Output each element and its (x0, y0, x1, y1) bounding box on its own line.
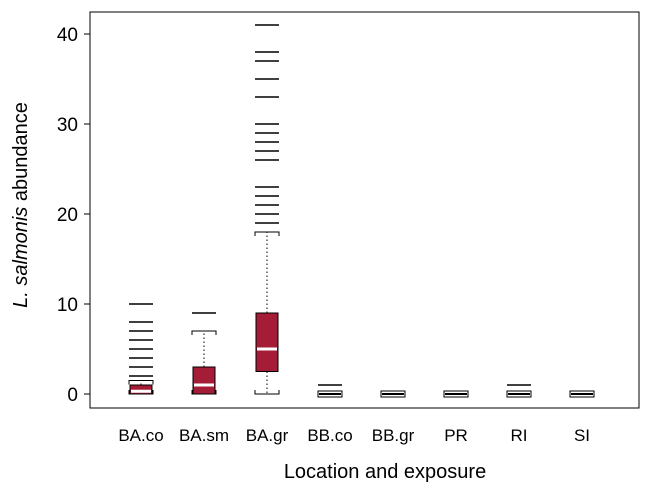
box-iqr (192, 366, 216, 395)
y-tick-label-10: 10 (57, 295, 78, 316)
y-axis-title-italic: L. salmonis (10, 207, 32, 308)
y-tick-label-30: 30 (57, 115, 78, 136)
x-tick-label-ri: RI (511, 426, 528, 445)
whisker-cap-upper (191, 330, 217, 335)
whisker-cap-lower (380, 393, 406, 398)
x-axis-title: Location and exposure (284, 461, 486, 483)
x-tick-label-si: SI (574, 426, 590, 445)
whisker-cap-lower (569, 393, 595, 398)
y-axis: 0 10 20 30 40 (57, 25, 90, 406)
whisker-cap-lower (254, 390, 280, 395)
box-bb-co (317, 384, 343, 398)
box-iqr (129, 384, 153, 395)
whisker-cap-lower (443, 393, 469, 398)
x-tick-label-ba-co: BA.co (118, 426, 163, 445)
whisker-cap-lower (317, 393, 343, 398)
whisker-cap-upper (128, 380, 154, 385)
y-axis-title: L. salmonis abundance (10, 102, 32, 308)
y-tick-label-40: 40 (57, 25, 78, 46)
x-tick-label-bb-gr: BB.gr (372, 426, 415, 445)
box-si (569, 390, 595, 398)
box-iqr (255, 312, 279, 372)
box-ba-co (128, 303, 154, 395)
y-tick-label-20: 20 (57, 205, 78, 226)
boxes-layer (128, 24, 595, 398)
box-pr (443, 390, 469, 398)
box-bb-gr (380, 390, 406, 398)
whisker-cap-lower (506, 393, 532, 398)
x-axis: BA.co BA.sm BA.gr BB.co BB.gr PR RI SI (118, 426, 590, 445)
x-tick-label-pr: PR (444, 426, 468, 445)
x-tick-label-ba-sm: BA.sm (179, 426, 229, 445)
y-tick-label-0: 0 (67, 385, 78, 406)
x-tick-label-ba-gr: BA.gr (246, 426, 289, 445)
box-ba-gr (254, 24, 280, 395)
box-ba-sm (191, 312, 217, 395)
x-tick-label-bb-co: BB.co (307, 426, 352, 445)
whisker-cap-upper (254, 231, 280, 236)
y-axis-title-rest: abundance (10, 102, 32, 207)
plot-frame (89, 11, 640, 409)
box-ri (506, 384, 532, 398)
